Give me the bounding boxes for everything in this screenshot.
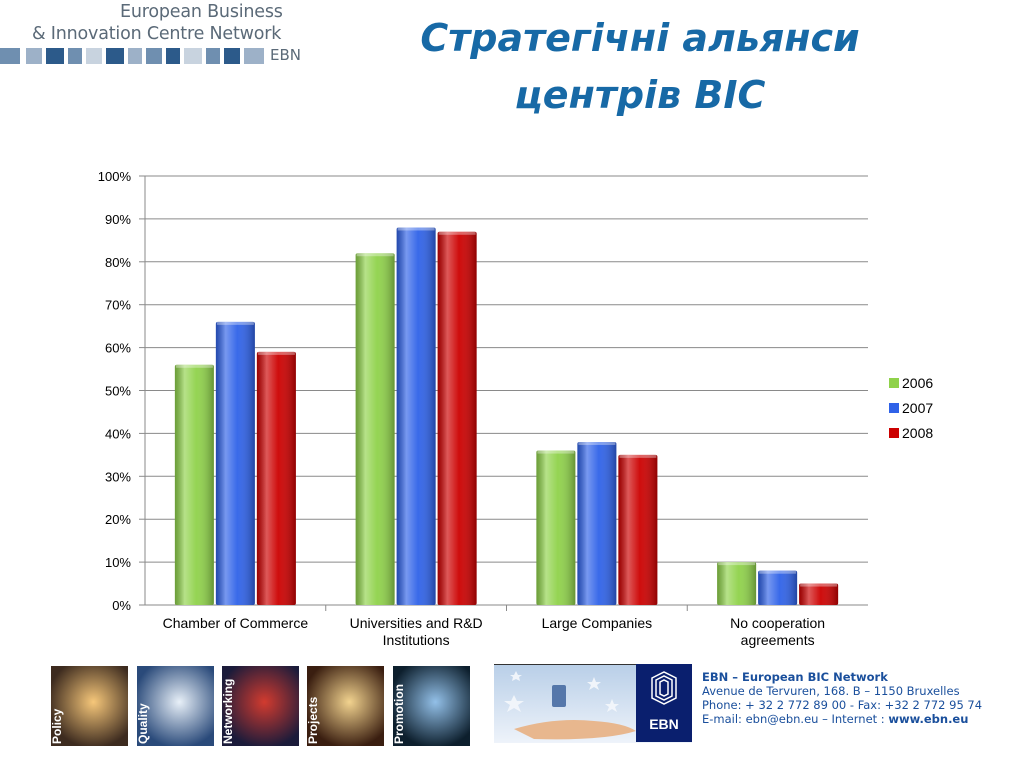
- bar-cap: [216, 321, 254, 325]
- bar-shine: [536, 450, 576, 605]
- y-tick-label: 80%: [105, 255, 131, 270]
- x-tick-label: agreements: [741, 632, 815, 648]
- bar-shine: [799, 583, 839, 605]
- footer-org-name: EBN – European BIC Network: [702, 670, 888, 684]
- y-tick-label: 20%: [105, 512, 131, 527]
- x-tick-label: Chamber of Commerce: [163, 615, 309, 631]
- y-tick-label: 70%: [105, 298, 131, 313]
- y-tick-label: 50%: [105, 384, 131, 399]
- bar-cap: [578, 441, 616, 445]
- x-tick-label: Universities and R&D: [350, 615, 483, 631]
- footer-address: Avenue de Tervuren, 168. B – 1150 Bruxel…: [702, 684, 960, 698]
- footer-photo-promotion: Promotion: [393, 666, 470, 746]
- bar-cap: [619, 454, 657, 458]
- bar-shine: [758, 570, 798, 605]
- ebn-logo: European Business & Innovation Centre Ne…: [0, 0, 310, 70]
- bar-shine: [618, 454, 658, 605]
- bar-shine: [437, 231, 477, 605]
- ebn-footer-logo-text: EBN: [649, 716, 679, 732]
- bar-shine: [256, 351, 296, 605]
- bar-chart: 0% 10% 20% 30% 40% 50% 60% 70% 80% 90% 100% Chamber…: [98, 169, 934, 648]
- footer-phone: Phone: + 32 2 772 89 00 - Fax: +32 2 772…: [702, 698, 983, 712]
- bar-cap: [356, 253, 394, 257]
- x-tick-label: No cooperation: [730, 615, 825, 631]
- tick-labels: 0% 10% 20% 30% 40% 50% 60% 70% 80% 90% 100% Chamber…: [98, 169, 825, 648]
- title-line-1: Стратегічні альянси: [420, 16, 860, 60]
- y-tick-label: 30%: [105, 469, 131, 484]
- footer-photo-label: Projects: [307, 696, 320, 744]
- bar-shine: [396, 227, 436, 606]
- logo-line-2: & Innovation Centre Network: [32, 24, 282, 44]
- footer-photo-label: Quality: [137, 703, 150, 744]
- bar-cap: [800, 583, 838, 587]
- bar-shine: [717, 562, 757, 605]
- footer-contact: EBN – European BIC Network Avenue de Ter…: [702, 670, 982, 726]
- legend-swatch-2007: [889, 403, 899, 413]
- bar-cap: [537, 450, 575, 454]
- logo-stripes: [0, 48, 264, 64]
- logo-line-1: European Business: [120, 2, 283, 22]
- ebn-footer-logo: EBN: [636, 664, 692, 742]
- bar-shine: [174, 364, 214, 605]
- x-tick-label: Institutions: [383, 632, 450, 648]
- bar-cap: [175, 364, 213, 368]
- page-title: Стратегічні альянси центрів BIC: [370, 10, 910, 124]
- bar-cap: [257, 351, 295, 355]
- bar-cap: [759, 570, 797, 574]
- y-tick-label: 60%: [105, 341, 131, 356]
- bar-cap: [438, 231, 476, 235]
- footer-photo-projects: Projects: [307, 666, 384, 746]
- bars: [174, 227, 839, 606]
- title-line-2: центрів BIC: [514, 73, 766, 117]
- footer-email-line: E-mail: ebn@ebn.eu – Internet : www.ebn.…: [702, 712, 982, 726]
- legend-swatch-2008: [889, 428, 899, 438]
- logo-abbr: EBN: [270, 46, 301, 64]
- y-tick-label: 10%: [105, 555, 131, 570]
- legend-label-2006: 2006: [902, 375, 933, 391]
- bar-shine: [577, 441, 617, 605]
- footer-photo-label: Networking: [222, 678, 235, 744]
- legend-label-2008: 2008: [902, 425, 933, 441]
- y-tick-label: 90%: [105, 212, 131, 227]
- footer-photo-policy: Policy: [51, 666, 128, 746]
- bar-shine: [355, 253, 395, 605]
- bar-cap: [718, 562, 756, 566]
- footer-photo-label: Promotion: [393, 684, 406, 744]
- legend-swatch-2006: [889, 378, 899, 388]
- x-tick-label: Large Companies: [542, 615, 653, 631]
- bar-cap: [397, 227, 435, 231]
- bar-shine: [215, 321, 255, 605]
- footer-email: E-mail: ebn@ebn.eu – Internet :: [702, 712, 889, 726]
- legend-label-2007: 2007: [902, 400, 933, 416]
- y-tick-label: 0%: [112, 598, 131, 613]
- y-tick-label: 40%: [105, 426, 131, 441]
- footer-website-link[interactable]: www.ebn.eu: [888, 712, 969, 726]
- footer-photo-quality: Quality: [137, 666, 214, 746]
- y-tick-label: 100%: [98, 169, 132, 184]
- footer-photo-networking: Networking: [222, 666, 299, 746]
- footer-photo-label: Policy: [51, 708, 64, 744]
- legend: 2006 2007 2008: [889, 375, 933, 441]
